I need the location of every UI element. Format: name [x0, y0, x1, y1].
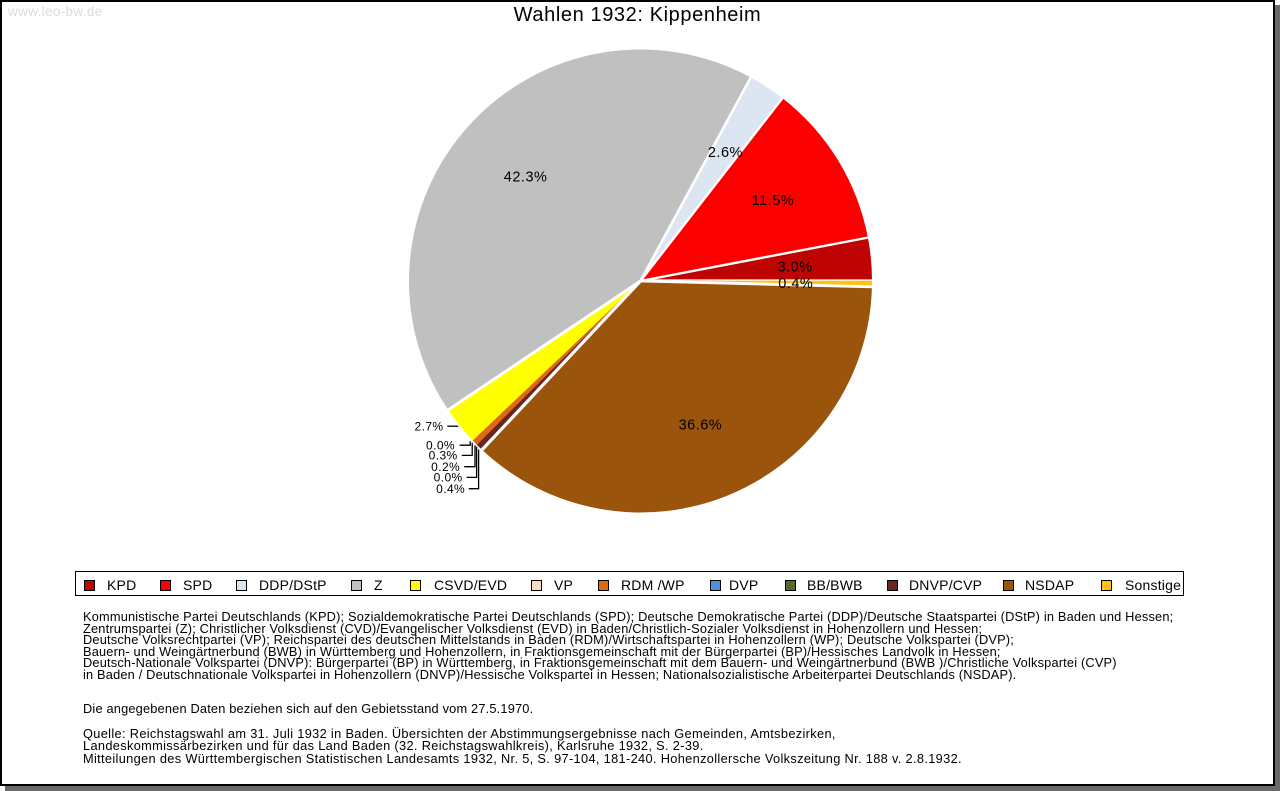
svg-text:0.3%: 0.3%: [429, 449, 458, 463]
svg-text:36.6%: 36.6%: [679, 417, 723, 433]
svg-text:2.7%: 2.7%: [415, 420, 444, 434]
svg-text:11.5%: 11.5%: [752, 193, 795, 209]
svg-text:42.3%: 42.3%: [504, 170, 548, 186]
svg-text:3.0%: 3.0%: [778, 259, 813, 275]
svg-text:0.2%: 0.2%: [431, 460, 460, 474]
svg-text:0.4%: 0.4%: [436, 482, 465, 496]
svg-text:0.0%: 0.0%: [434, 471, 463, 485]
svg-text:0.0%: 0.0%: [426, 438, 455, 452]
svg-text:0.4%: 0.4%: [778, 276, 813, 292]
svg-text:2.6%: 2.6%: [708, 145, 743, 161]
